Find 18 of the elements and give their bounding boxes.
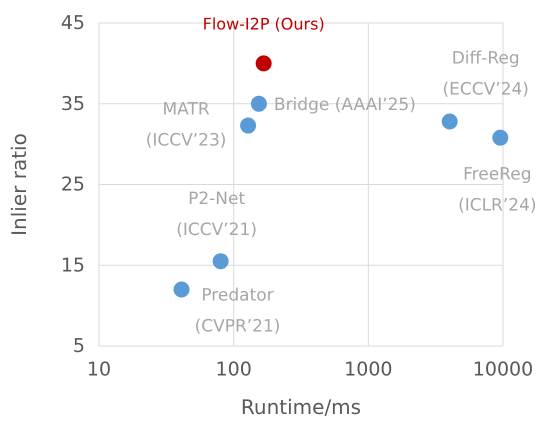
y-tick-label: 15 xyxy=(60,254,85,276)
annotation: Flow-I2P (Ours) xyxy=(202,14,325,34)
y-tick-label: 25 xyxy=(60,174,85,196)
annotation: Diff-Reg (ECCV’24) xyxy=(442,48,529,100)
annotation: FreeReg (ICLR’24) xyxy=(458,164,537,216)
annotation: MATR (ICCV’23) xyxy=(146,100,226,151)
annotation: Predator (CVPR’21) xyxy=(194,285,280,336)
x-axis-title: Runtime/ms xyxy=(240,395,362,419)
y-tick-label: 45 xyxy=(60,12,85,34)
x-tick-label: 10 xyxy=(86,358,112,380)
x-tick-label: 1000 xyxy=(344,358,393,380)
y-axis-title: Inlier ratio xyxy=(7,133,31,236)
y-tick-label: 5 xyxy=(72,335,85,358)
x-tick-label: 100 xyxy=(216,358,252,380)
annotation: P2-Net (ICCV’21) xyxy=(176,189,257,240)
annotation: Bridge (AAAI’25) xyxy=(274,94,416,115)
y-tick-label: 35 xyxy=(60,92,85,115)
x-tick-label: 10000 xyxy=(472,358,534,380)
